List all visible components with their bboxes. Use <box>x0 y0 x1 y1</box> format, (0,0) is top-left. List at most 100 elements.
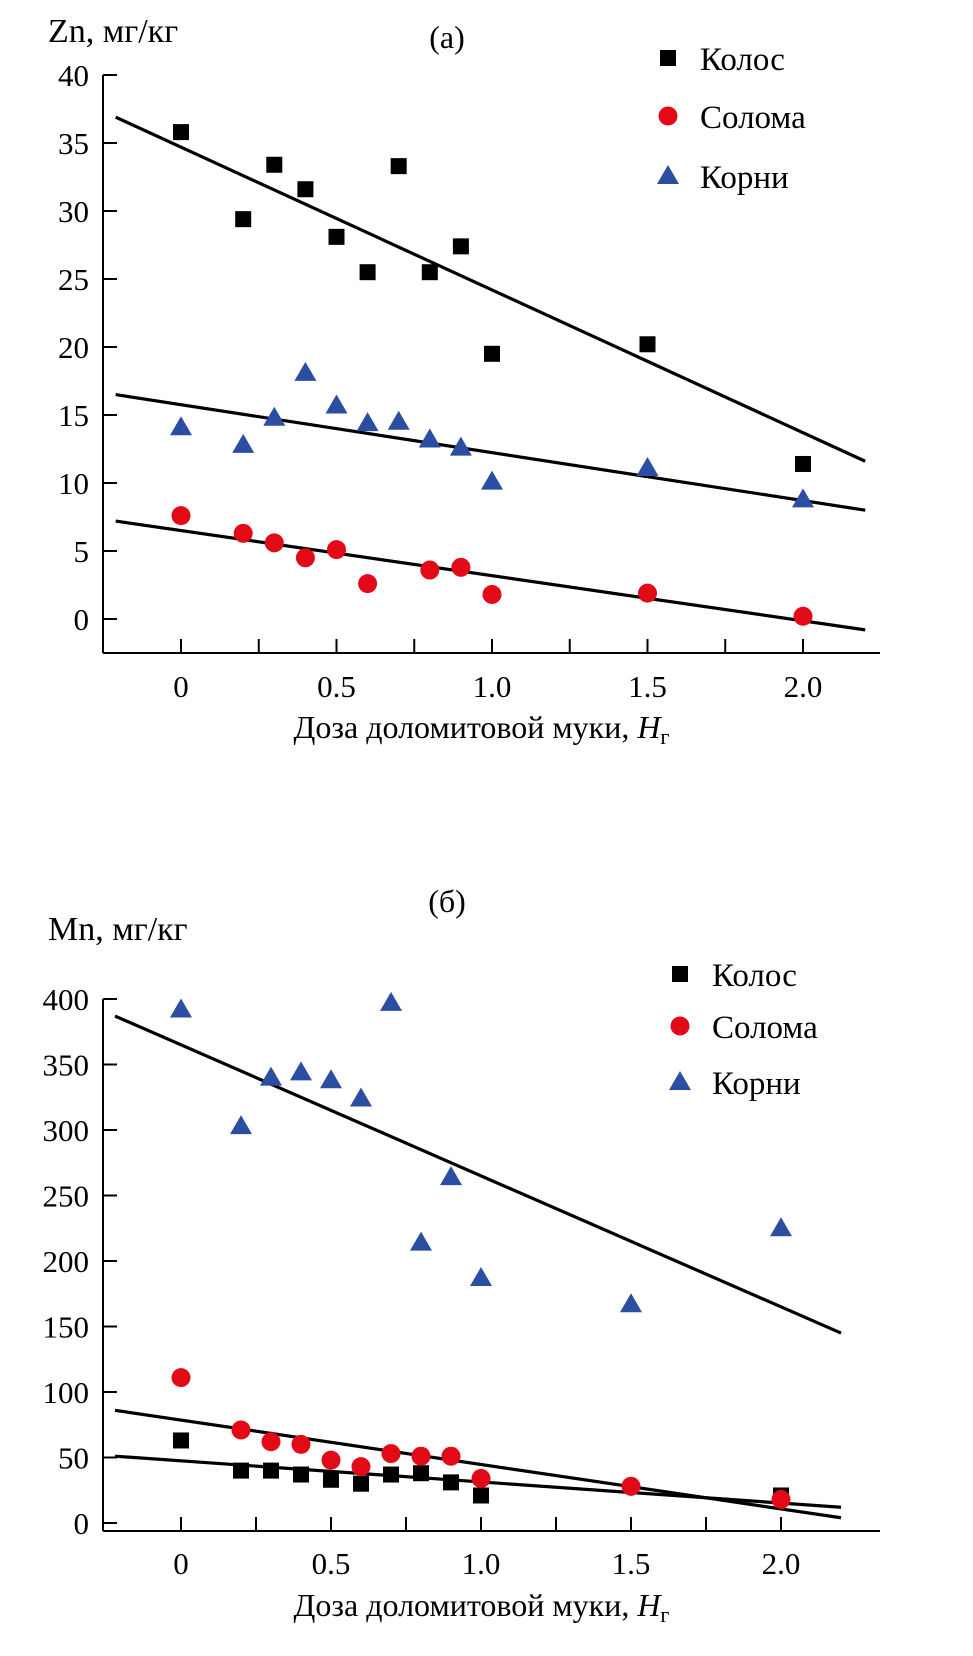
data-point-circle <box>358 574 378 594</box>
trend-line <box>115 393 866 512</box>
legend-marker-square <box>660 50 676 66</box>
y-tick-label: 20 <box>58 330 89 365</box>
trend-line <box>115 115 866 463</box>
data-point-circle <box>441 1446 461 1466</box>
data-point-triangle <box>232 433 255 453</box>
data-point-triangle <box>170 998 192 1018</box>
data-point-square <box>233 1462 249 1479</box>
data-point-circle <box>381 1444 401 1464</box>
data-point-triangle <box>470 1267 492 1287</box>
data-point-circle <box>411 1446 431 1466</box>
data-point-triangle <box>230 1115 252 1135</box>
legend-marker-triangle <box>669 1071 691 1090</box>
x-axis-title: Доза доломитовой муки, Нг <box>294 1587 670 1627</box>
x-tick-label: 0 <box>173 669 189 704</box>
data-point-square <box>235 211 252 228</box>
y-tick-label: 10 <box>58 466 89 501</box>
data-point-triangle <box>440 1166 462 1186</box>
data-point-square <box>173 124 189 141</box>
data-point-square <box>353 1475 369 1492</box>
data-point-circle <box>793 606 813 626</box>
legend-label: Солома <box>712 1010 818 1046</box>
data-point-circle <box>261 1432 281 1452</box>
y-axis-title: Mn, мг/кг <box>48 911 188 948</box>
series-circle <box>114 1368 842 1520</box>
y-tick-label: 150 <box>43 1310 90 1345</box>
data-point-square <box>795 455 811 472</box>
data-point-square <box>443 1474 459 1491</box>
legend-marker-circle <box>670 1016 690 1036</box>
x-tick-label: 1.5 <box>628 669 667 704</box>
data-point-square <box>390 158 407 175</box>
legend-marker-square <box>672 966 688 982</box>
x-tick-label: 1.0 <box>462 1546 501 1581</box>
data-point-triangle <box>356 412 379 432</box>
x-axis-title-unit-sub: г <box>660 1602 669 1627</box>
data-point-circle <box>451 557 471 577</box>
data-point-triangle <box>481 470 503 490</box>
series-circle <box>115 506 866 632</box>
data-point-triangle <box>380 991 402 1011</box>
data-point-square <box>639 336 656 353</box>
y-tick-label: 5 <box>74 534 90 569</box>
x-tick-label: 2.0 <box>762 1546 801 1581</box>
y-tick-label: 0 <box>74 602 90 637</box>
data-point-triangle <box>320 1069 342 1089</box>
panel-b: 0 50 100 150 200 250 300 350 400 0 0.5 1.0 1.5 2.0 Доз… <box>43 883 880 1627</box>
data-point-circle <box>771 1489 791 1509</box>
data-point-square <box>297 181 314 198</box>
data-point-square <box>173 1432 189 1449</box>
data-point-circle <box>233 523 253 543</box>
trend-line <box>114 1014 842 1335</box>
panel-a: 0 5 10 15 20 25 30 35 40 0 0.5 1.0 1.5 2.0 Доза доломи… <box>48 13 880 749</box>
data-point-triangle <box>290 1061 312 1081</box>
legend-label: Корни <box>700 160 789 196</box>
y-tick-label: 25 <box>58 262 89 297</box>
y-tick-label: 0 <box>74 1506 90 1541</box>
data-point-circle <box>638 583 657 603</box>
x-axis-title-text: Доза доломитовой муки, <box>294 709 638 745</box>
data-point-square <box>452 238 469 255</box>
series-square <box>115 115 866 472</box>
legend-label: Колос <box>712 958 797 994</box>
trend-line <box>115 519 866 632</box>
data-point-square <box>484 345 500 362</box>
data-point-triangle <box>770 1217 792 1237</box>
series-triangle <box>115 361 866 512</box>
data-point-triangle <box>410 1231 432 1251</box>
legend-marker-circle <box>658 106 678 126</box>
data-point-square <box>323 1471 339 1488</box>
data-point-triangle <box>325 394 348 414</box>
panel-label: (б) <box>428 883 466 919</box>
data-point-triangle <box>387 410 410 430</box>
x-tick-label: 0 <box>173 1546 189 1581</box>
legend-marker-triangle <box>657 165 679 184</box>
legend-label: Солома <box>700 100 806 136</box>
data-point-circle <box>321 1450 341 1470</box>
data-point-circle <box>351 1457 371 1477</box>
data-point-square <box>473 1487 489 1504</box>
data-point-circle <box>482 585 502 605</box>
data-point-square <box>263 1462 279 1479</box>
data-point-triangle <box>263 406 286 426</box>
data-point-triangle <box>636 457 659 477</box>
x-axis-title-unit-sub: г <box>660 724 669 749</box>
data-point-triangle <box>418 428 441 448</box>
data-point-square <box>421 264 438 281</box>
data-point-triangle <box>260 1066 282 1086</box>
data-point-triangle <box>350 1087 372 1107</box>
data-point-square <box>266 156 283 173</box>
data-point-square <box>359 264 376 281</box>
data-point-triangle <box>294 361 317 381</box>
y-tick-label: 350 <box>43 1048 90 1083</box>
data-point-circle <box>327 540 346 560</box>
y-tick-label: 250 <box>43 1179 90 1214</box>
x-tick-label: 1.5 <box>612 1546 651 1581</box>
x-tick-label: 1.0 <box>473 669 512 704</box>
data-point-square <box>328 228 345 245</box>
y-tick-label: 100 <box>43 1375 90 1410</box>
data-point-square <box>413 1465 429 1482</box>
data-point-triangle <box>170 416 192 436</box>
panel-label: (а) <box>429 19 465 55</box>
